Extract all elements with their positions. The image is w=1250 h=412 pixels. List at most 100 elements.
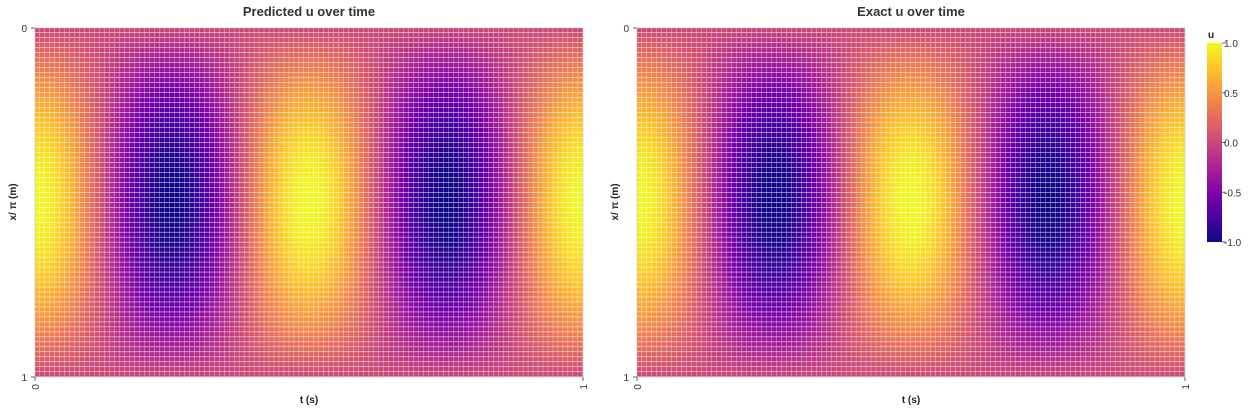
heatmap-cell — [478, 127, 484, 133]
heatmap-cell — [403, 112, 409, 118]
heatmap-cell — [114, 67, 120, 73]
heatmap-cell — [403, 157, 409, 163]
heatmap-cell — [274, 212, 279, 217]
heatmap-cell — [114, 52, 120, 58]
heatmap-cell — [343, 197, 349, 202]
heatmap-cell — [39, 187, 45, 193]
heatmap-cell — [568, 97, 573, 103]
heatmap-cell — [254, 107, 259, 113]
heatmap-cell — [458, 42, 464, 48]
heatmap-cell — [343, 112, 349, 118]
heatmap-cell — [363, 117, 369, 123]
heatmap-cell — [204, 217, 210, 222]
heatmap-cell — [368, 42, 374, 48]
heatmap-cell — [373, 52, 379, 58]
heatmap-cell — [368, 227, 374, 232]
heatmap-cell — [139, 172, 145, 178]
heatmap-cell — [129, 172, 135, 178]
heatmap-cell — [468, 202, 474, 207]
heatmap-cell — [328, 152, 334, 158]
heatmap-cell — [383, 87, 389, 93]
heatmap-cell — [39, 32, 45, 38]
heatmap-cell — [563, 232, 568, 237]
heatmap-cell — [528, 152, 533, 158]
heatmap-cell — [413, 82, 419, 88]
heatmap-cell — [318, 232, 324, 237]
heatmap-cell — [348, 227, 354, 232]
heatmap-cell — [69, 197, 75, 202]
heatmap-cell — [578, 142, 583, 148]
heatmap-cell — [59, 107, 65, 113]
heatmap-cell — [493, 122, 499, 128]
heatmap-cell — [274, 102, 279, 108]
heatmap-cell — [348, 187, 354, 193]
heatmap-cell — [224, 67, 229, 73]
heatmap-cell — [64, 112, 70, 118]
heatmap-cell — [448, 167, 454, 173]
heatmap-cell — [463, 77, 469, 83]
heatmap-cell — [199, 102, 205, 108]
heatmap-cell — [483, 72, 489, 78]
heatmap-cell — [154, 87, 160, 93]
heatmap-cell — [104, 77, 110, 83]
heatmap-cell — [239, 47, 244, 53]
heatmap-cell — [79, 207, 85, 212]
heatmap-cell — [498, 142, 503, 148]
heatmap-cell — [164, 137, 170, 143]
heatmap-cell — [199, 177, 205, 183]
heatmap-cell — [468, 207, 474, 212]
heatmap-cell — [224, 167, 229, 173]
heatmap-cell — [533, 137, 538, 143]
heatmap-cell — [373, 192, 379, 198]
heatmap-cell — [398, 147, 404, 153]
heatmap-cell — [553, 137, 558, 143]
heatmap-cell — [388, 62, 394, 68]
heatmap-cell — [204, 67, 210, 73]
heatmap-cell — [234, 152, 239, 158]
heatmap-cell — [318, 227, 324, 232]
heatmap-cell — [393, 67, 399, 73]
heatmap-cell — [244, 137, 249, 143]
heatmap-cell — [49, 197, 55, 202]
heatmap-cell — [473, 157, 479, 163]
heatmap-cell — [154, 102, 160, 108]
heatmap-cell — [129, 217, 135, 222]
heatmap-cell — [139, 247, 145, 252]
heatmap-cell — [438, 77, 444, 83]
heatmap-cell — [573, 207, 578, 212]
heatmap-cell — [338, 137, 344, 143]
heatmap-cell — [184, 227, 190, 232]
heatmap-cell — [259, 67, 264, 73]
heatmap-cell — [563, 57, 568, 63]
heatmap-cell — [408, 92, 414, 98]
heatmap-cell — [553, 77, 558, 83]
heatmap-cell — [299, 187, 304, 193]
heatmap-cell — [408, 82, 414, 88]
heatmap-cell — [408, 112, 414, 118]
heatmap-cell — [573, 47, 578, 53]
heatmap-cell — [548, 162, 553, 168]
heatmap-cell — [398, 152, 404, 158]
heatmap-cell — [304, 28, 309, 33]
heatmap-cell — [254, 127, 259, 133]
heatmap-cell — [548, 47, 553, 53]
heatmap-cell — [54, 162, 60, 168]
heatmap-cell — [423, 32, 429, 38]
heatmap-cell — [543, 117, 548, 123]
heatmap-cell — [423, 152, 429, 158]
heatmap-cell — [358, 97, 364, 103]
heatmap-cell — [304, 157, 309, 163]
heatmap-cell — [488, 102, 494, 108]
heatmap-cell — [209, 97, 215, 103]
heatmap-cell — [388, 217, 394, 222]
heatmap-cell — [478, 82, 484, 88]
heatmap-cell — [543, 92, 548, 98]
heatmap-cell — [533, 167, 538, 173]
heatmap-cell — [473, 72, 479, 78]
heatmap-cell — [294, 182, 299, 188]
heatmap-cell — [254, 242, 259, 247]
heatmap-cell — [279, 52, 284, 58]
heatmap-cell — [74, 197, 80, 202]
heatmap-cell — [438, 112, 444, 118]
heatmap-cell — [194, 42, 200, 48]
